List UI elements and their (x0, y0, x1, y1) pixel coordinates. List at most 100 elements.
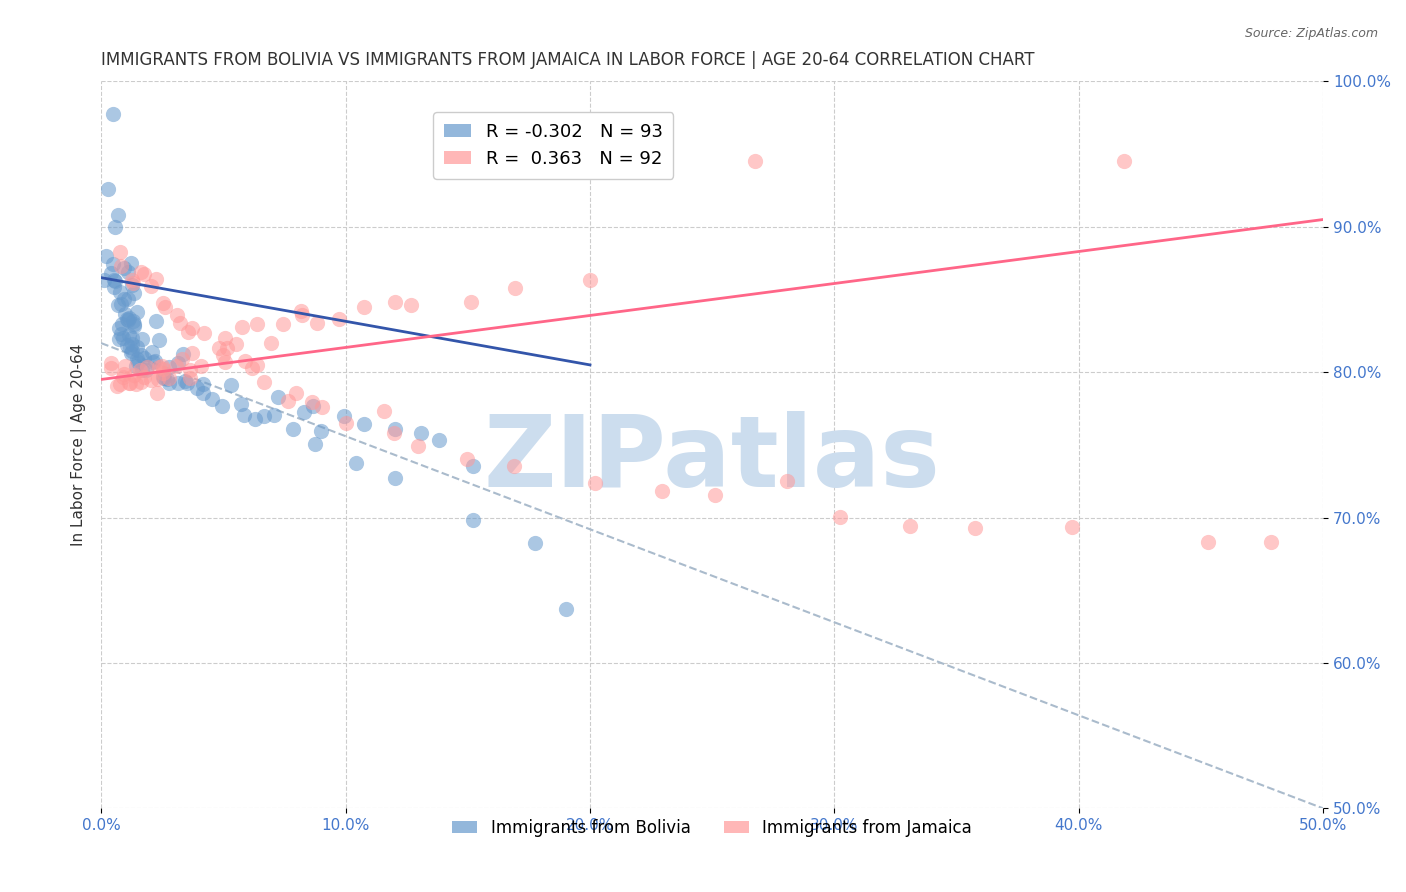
Point (211, 349, 233, 363)
Point (128, 363, 150, 377)
Point (129, 348, 152, 362)
Point (118, 340, 141, 354)
Point (139, 373, 162, 387)
Point (181, 320, 204, 334)
Text: IMMIGRANTS FROM BOLIVIA VS IMMIGRANTS FROM JAMAICA IN LABOR FORCE | AGE 20-64 CO: IMMIGRANTS FROM BOLIVIA VS IMMIGRANTS FR… (101, 51, 1035, 69)
Point (103, 273, 125, 287)
Point (125, 377, 148, 392)
Point (121, 278, 143, 293)
Point (231, 320, 253, 334)
Point (193, 326, 215, 341)
Point (121, 343, 143, 358)
Point (311, 401, 333, 415)
Point (243, 411, 266, 425)
Point (177, 325, 200, 339)
Point (121, 337, 143, 351)
Point (267, 390, 290, 404)
Point (214, 331, 236, 345)
Point (246, 317, 269, 331)
Point (353, 417, 375, 432)
Point (118, 310, 141, 325)
Point (384, 294, 406, 309)
Point (152, 366, 174, 380)
Point (125, 352, 148, 367)
Point (135, 363, 157, 377)
Point (167, 356, 190, 370)
Point (328, 311, 350, 326)
Point (169, 316, 191, 330)
Point (153, 300, 176, 314)
Point (148, 333, 170, 347)
Point (108, 332, 131, 346)
Point (523, 536, 546, 550)
Point (115, 338, 138, 352)
Point (129, 375, 152, 389)
Point (225, 337, 247, 351)
Point (141, 279, 163, 293)
Legend: Immigrants from Bolivia, Immigrants from Jamaica: Immigrants from Bolivia, Immigrants from… (446, 813, 979, 844)
Point (1114, 153, 1136, 168)
Point (141, 344, 163, 359)
Point (583, 475, 606, 490)
Point (101, 107, 124, 121)
Point (153, 371, 176, 385)
Point (125, 340, 148, 354)
Point (100, 356, 122, 370)
Point (384, 471, 406, 485)
Point (122, 285, 145, 300)
Point (152, 370, 174, 384)
Point (136, 360, 159, 375)
Point (277, 393, 299, 408)
Point (107, 298, 129, 312)
Point (179, 371, 201, 385)
Point (110, 296, 132, 310)
Point (111, 317, 134, 331)
Point (214, 355, 236, 369)
Point (290, 304, 312, 318)
Point (110, 285, 132, 300)
Point (112, 331, 135, 345)
Point (122, 318, 145, 333)
Point (201, 392, 224, 407)
Point (118, 328, 141, 343)
Point (463, 458, 485, 473)
Point (898, 518, 921, 533)
Point (117, 292, 139, 306)
Point (132, 370, 155, 384)
Point (505, 280, 527, 294)
Point (152, 362, 174, 376)
Point (127, 305, 149, 319)
Point (100, 361, 122, 376)
Point (104, 219, 127, 234)
Point (333, 409, 356, 423)
Point (651, 484, 673, 499)
Point (776, 474, 799, 488)
Point (122, 368, 145, 382)
Point (1260, 534, 1282, 549)
Point (114, 307, 136, 321)
Point (176, 376, 198, 390)
Point (118, 376, 141, 391)
Point (101, 257, 124, 271)
Point (233, 408, 256, 422)
Point (112, 367, 135, 381)
Point (110, 259, 132, 273)
Point (132, 351, 155, 365)
Point (150, 359, 173, 373)
Point (344, 456, 367, 470)
Y-axis label: In Labor Force | Age 20-64: In Labor Force | Age 20-64 (72, 343, 87, 546)
Point (260, 336, 283, 351)
Point (253, 375, 276, 389)
Point (174, 374, 197, 388)
Point (281, 422, 304, 436)
Point (215, 341, 238, 355)
Point (121, 273, 143, 287)
Text: Source: ZipAtlas.com: Source: ZipAtlas.com (1244, 27, 1378, 40)
Point (384, 425, 406, 440)
Point (253, 409, 276, 423)
Point (456, 451, 478, 466)
Point (1197, 535, 1219, 549)
Point (579, 273, 602, 287)
Point (117, 265, 139, 279)
Point (122, 318, 145, 332)
